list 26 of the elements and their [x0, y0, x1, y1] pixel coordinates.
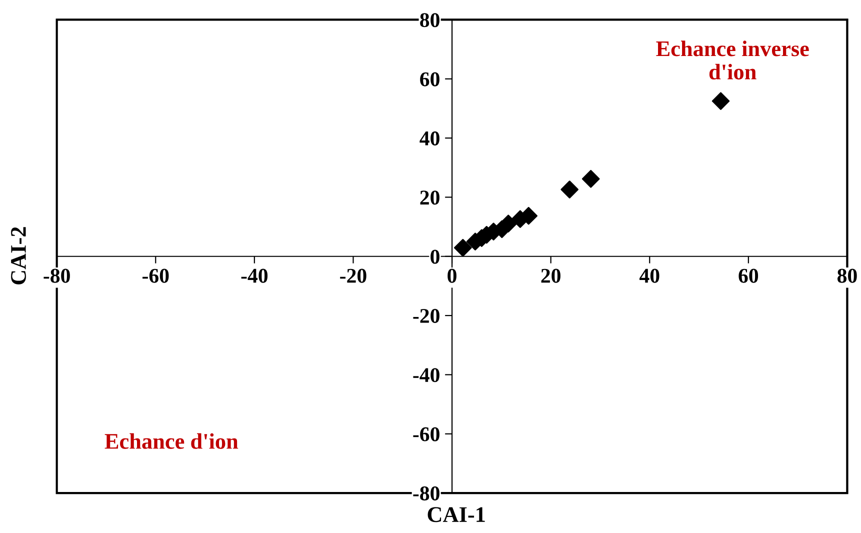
annotation: Echance inverse d'ion	[656, 40, 809, 80]
x-axis-title: CAI-1	[428, 507, 485, 522]
y-tick-label: 0	[430, 250, 440, 264]
y-tick-label: -80	[413, 486, 440, 500]
x-tick-label: 0	[448, 268, 456, 283]
y-tick-label: 40	[420, 131, 440, 146]
x-tick-label: -40	[241, 268, 268, 283]
x-tick-label: -60	[142, 268, 169, 283]
x-tick-label: 80	[838, 268, 857, 283]
point	[454, 238, 472, 257]
y-tick-label: 60	[420, 72, 440, 86]
y-axis-title: CAI-2	[11, 227, 26, 284]
x-tick-label: 60	[738, 268, 758, 283]
y-tick-label: 80	[420, 13, 440, 28]
annotation: Echance d'ion	[104, 433, 238, 449]
x-tick-label: 40	[639, 268, 660, 283]
x-tick-label: -80	[44, 268, 70, 283]
x-tick-label: 20	[541, 268, 560, 283]
x-tick-label: -20	[340, 268, 366, 283]
y-tick-label: -60	[413, 427, 440, 442]
point	[712, 92, 730, 110]
point	[582, 170, 600, 188]
y-tick-label: -20	[413, 308, 440, 323]
y-tick-label: -40	[413, 368, 440, 382]
y-tick-label: 20	[420, 190, 440, 205]
point	[560, 180, 579, 198]
